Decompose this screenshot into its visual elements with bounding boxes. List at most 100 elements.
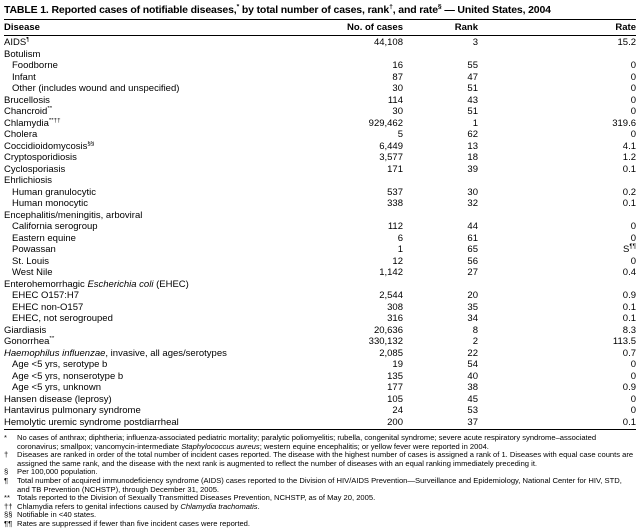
rank-cell: 1 <box>472 117 478 129</box>
disease-cell: Ehrlichiosis <box>4 175 53 186</box>
rate-cell: 0.2 <box>622 186 636 198</box>
footnote: § Per 100,000 population. <box>4 468 636 477</box>
table-row: Haemophilus influenzae, invasive, all ag… <box>4 348 636 360</box>
table-row: Human monocytic 338 32 0.1 <box>4 198 636 210</box>
footnote-text: Totals reported to the Division of Sexua… <box>17 493 376 503</box>
footnote-text: Chlamydia refers to genital infections c… <box>17 501 260 511</box>
cases-cell: 1,142 <box>379 267 403 278</box>
rank-cell: 20 <box>467 290 478 301</box>
cases-cell <box>333 175 403 187</box>
disease-cell: Encephalitis/meningitis, arboviral <box>4 209 143 221</box>
rank-cell: 56 <box>467 255 478 267</box>
disease-cell: Eastern equine <box>12 232 76 244</box>
rate-cell: 0 <box>630 370 636 382</box>
table-row: Enterohemorrhagic Escherichia coli (EHEC… <box>4 279 636 291</box>
table-row: Hansen disease (leprosy) 105 45 0 <box>4 394 636 406</box>
disease-cell: Cyclosporiasis <box>4 163 66 175</box>
disease-cell: Gonorrhea** <box>4 336 55 347</box>
disease-cell: Chancroid** <box>4 106 53 117</box>
footnote-text: No cases of anthrax; diphtheria; influen… <box>17 433 597 451</box>
footnote-marker: † <box>4 450 9 460</box>
rate-cell <box>478 210 636 222</box>
rank-cell: 13 <box>467 140 478 152</box>
rank-cell: 51 <box>467 83 478 94</box>
cases-cell: 30 <box>392 106 403 117</box>
cases-cell: 3,577 <box>379 152 403 163</box>
rate-cell: 0 <box>630 393 636 405</box>
table-row: Eastern equine 6 61 0 <box>4 233 636 245</box>
rank-cell: 2 <box>472 336 478 347</box>
rate-cell: 0 <box>630 359 636 370</box>
disease-cell: EHEC O157:H7 <box>12 290 80 301</box>
column-header-rank: Rank <box>454 22 478 33</box>
rate-cell: 319.6 <box>612 117 636 129</box>
rank-cell: 61 <box>467 232 478 244</box>
disease-cell: St. Louis <box>12 255 49 267</box>
rate-cell: 4.1 <box>622 140 636 152</box>
cases-cell: 2,544 <box>379 290 403 301</box>
rate-cell <box>478 49 636 61</box>
table-row: Age <5 yrs, nonserotype b 135 40 0 <box>4 371 636 383</box>
disease-cell: Other (includes wound and unspecified) <box>12 83 180 94</box>
table-row: Other (includes wound and unspecified) 30… <box>4 83 636 95</box>
cases-cell <box>333 210 403 222</box>
rate-cell: 0 <box>630 94 636 106</box>
rate-cell: 0 <box>630 106 636 117</box>
footnote-text: Per 100,000 population. <box>17 467 98 477</box>
cases-cell: 16 <box>392 60 403 71</box>
rank-cell: 22 <box>467 347 478 359</box>
disease-cell: California serogroup <box>12 221 98 232</box>
cases-cell: 19 <box>392 359 403 370</box>
disease-cell: Giardiasis <box>4 324 47 336</box>
footnote-text: Rates are suppressed if fewer than five … <box>17 518 250 528</box>
footnote-marker: ** <box>4 493 10 503</box>
footnote: †† Chlamydia refers to genital infections… <box>4 501 636 512</box>
cases-cell: 6 <box>397 232 403 244</box>
table-row: Botulism <box>4 49 636 61</box>
table-row: Giardiasis 20,636 8 8.3 <box>4 325 636 337</box>
table-row: Hantavirus pulmonary syndrome 24 53 0 <box>4 405 636 417</box>
disease-cell: EHEC non-O157 <box>12 301 84 313</box>
cases-cell: 537 <box>387 186 403 198</box>
table-title: TABLE 1. Reported cases of notifiable di… <box>4 3 551 16</box>
table-row: Hemolytic uremic syndrome postdiarrheal 2… <box>4 417 636 429</box>
column-header-rate: Rate <box>615 22 636 33</box>
rank-cell <box>403 210 478 222</box>
rate-cell: 0.1 <box>622 313 636 324</box>
cases-cell: 330,132 <box>368 336 403 347</box>
table-row: Cryptosporidiosis 3,577 18 1.2 <box>4 152 636 164</box>
disease-cell: Age <5 yrs, nonserotype b <box>12 370 124 382</box>
cases-cell: 338 <box>387 198 403 209</box>
footnote-text: Total number of acquired immunodeficienc… <box>17 475 622 494</box>
disease-cell: West Nile <box>12 267 53 278</box>
rank-cell: 40 <box>467 370 478 382</box>
footnote-text: Notifiable in <40 states. <box>17 510 97 520</box>
rate-cell <box>478 279 636 291</box>
table-row: Gonorrhea** 330,132 2 113.5 <box>4 336 636 348</box>
rank-cell: 53 <box>467 405 478 416</box>
cases-cell: 12 <box>392 255 403 267</box>
table-row: Coccidioidomycosis§§ 6,449 13 4.1 <box>4 141 636 153</box>
rank-cell <box>403 279 478 291</box>
footnote-marker: * <box>4 433 7 442</box>
disease-cell: Enterohemorrhagic Escherichia coli (EHEC… <box>4 278 189 290</box>
table-row: California serogroup 112 44 0 <box>4 221 636 233</box>
footnote-marker: †† <box>4 501 13 511</box>
rate-cell: 0.9 <box>622 382 636 393</box>
table-row: West Nile 1,142 27 0.4 <box>4 267 636 279</box>
cases-cell: 1 <box>397 244 403 255</box>
cases-cell: 2,085 <box>379 347 403 359</box>
disease-cell: Haemophilus influenzae, invasive, all ag… <box>4 347 227 359</box>
cases-cell: 171 <box>387 163 403 175</box>
cases-cell <box>333 279 403 291</box>
disease-cell: Chlamydia**†† <box>4 117 61 129</box>
disease-cell: Botulism <box>4 48 41 60</box>
rank-cell: 54 <box>467 359 478 370</box>
rate-cell: 0 <box>630 83 636 94</box>
table-row: Chancroid** 30 51 0 <box>4 106 636 118</box>
rate-cell: 0 <box>630 60 636 71</box>
rate-cell: 0 <box>630 129 636 140</box>
footnote-marker: §§ <box>4 510 13 520</box>
table-row: Brucellosis 114 43 0 <box>4 95 636 107</box>
cases-cell: 200 <box>387 416 403 428</box>
